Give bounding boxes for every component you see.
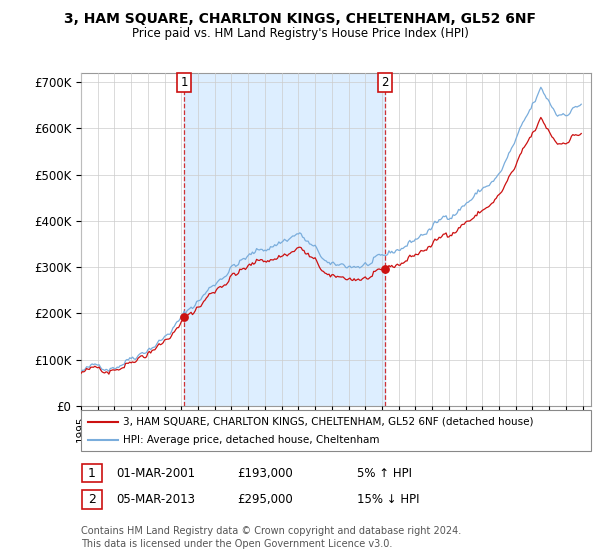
Point xyxy=(380,265,389,274)
Text: 05-MAR-2013: 05-MAR-2013 xyxy=(116,493,195,506)
Text: 2: 2 xyxy=(381,76,389,88)
Text: 3, HAM SQUARE, CHARLTON KINGS, CHELTENHAM, GL52 6NF: 3, HAM SQUARE, CHARLTON KINGS, CHELTENHA… xyxy=(64,12,536,26)
Text: Price paid vs. HM Land Registry's House Price Index (HPI): Price paid vs. HM Land Registry's House … xyxy=(131,27,469,40)
Point xyxy=(179,312,189,321)
Text: 1: 1 xyxy=(181,76,188,88)
Text: 15% ↓ HPI: 15% ↓ HPI xyxy=(357,493,419,506)
Text: HPI: Average price, detached house, Cheltenham: HPI: Average price, detached house, Chel… xyxy=(123,435,380,445)
Text: 01-MAR-2001: 01-MAR-2001 xyxy=(116,466,195,480)
Text: £193,000: £193,000 xyxy=(237,466,293,480)
Text: 2: 2 xyxy=(88,493,96,506)
Text: This data is licensed under the Open Government Licence v3.0.: This data is licensed under the Open Gov… xyxy=(81,539,392,549)
Text: 5% ↑ HPI: 5% ↑ HPI xyxy=(357,466,412,480)
Bar xyxy=(184,73,385,406)
Text: £295,000: £295,000 xyxy=(237,493,293,506)
Text: Contains HM Land Registry data © Crown copyright and database right 2024.: Contains HM Land Registry data © Crown c… xyxy=(81,526,461,536)
Text: 3, HAM SQUARE, CHARLTON KINGS, CHELTENHAM, GL52 6NF (detached house): 3, HAM SQUARE, CHARLTON KINGS, CHELTENHA… xyxy=(123,417,533,427)
Text: 1: 1 xyxy=(88,466,96,480)
